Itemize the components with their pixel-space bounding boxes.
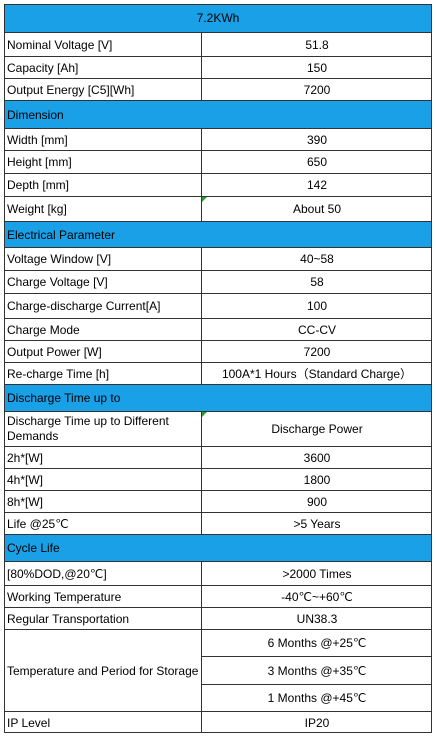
row-value: 142: [306, 178, 328, 192]
row-label: IP Level: [4, 712, 202, 733]
row-value: >5 Years: [293, 516, 341, 531]
row-label: Depth [mm]: [4, 174, 202, 196]
row-value: 1 Months @+45℃: [267, 691, 367, 705]
row-label: Voltage Window [V]: [4, 248, 202, 270]
section-title: Discharge Time up to: [7, 391, 121, 405]
row-label: Re-charge Time [h]: [4, 363, 202, 384]
row-value: 3 Months @+35℃: [267, 663, 367, 678]
table-title: 7.2KWh: [196, 11, 240, 25]
row-value: 100A*1 Hours（Standard Charge）: [221, 367, 413, 381]
row-label: Nominal Voltage [V]: [4, 33, 202, 56]
table-row[interactable]: 4h*[W] 1800: [4, 469, 432, 490]
table-row[interactable]: 8h*[W] 900: [4, 491, 432, 512]
section-title: Cycle Life: [7, 541, 60, 555]
row-label: Height [mm]: [4, 151, 202, 173]
row-label: 4h*[W]: [4, 469, 202, 490]
row-value: 1800: [303, 472, 331, 487]
table-row[interactable]: Output Power [W] 7200: [4, 341, 432, 362]
row-label: Output Power [W]: [4, 341, 202, 362]
row-label: Temperature and Period for Storage: [4, 630, 202, 711]
row-label: [80%DOD,@20℃]: [4, 562, 202, 585]
section-header-electrical[interactable]: Electrical Parameter: [4, 222, 432, 247]
row-label: 2h*[W]: [4, 447, 202, 468]
table-row[interactable]: Re-charge Time [h] 100A*1 Hours（Standard…: [4, 363, 432, 384]
row-label: Life @25℃: [4, 513, 202, 534]
row-label: Charge-discharge Current[A]: [4, 294, 202, 318]
row-value: IP20: [304, 715, 330, 730]
table-row[interactable]: Charge Mode CC-CV: [4, 319, 432, 340]
row-label: Weight [kg]: [4, 197, 202, 221]
row-label: Regular Transportation: [4, 608, 202, 629]
cell-marker-icon: [202, 197, 207, 202]
row-value: 7200: [303, 344, 331, 359]
table-row[interactable]: Life @25℃ >5 Years: [4, 513, 432, 534]
table-row[interactable]: Voltage Window [V] 40~58: [4, 248, 432, 270]
table-row[interactable]: Depth [mm] 142: [4, 174, 432, 196]
section-title: Dimension: [7, 107, 64, 122]
table-row[interactable]: [80%DOD,@20℃] >2000 Times: [4, 562, 432, 585]
row-label: Charge Voltage [V]: [4, 271, 202, 293]
row-value: Discharge Power: [271, 422, 363, 436]
table-row[interactable]: 2h*[W] 3600: [4, 447, 432, 468]
row-value: CC-CV: [298, 322, 336, 337]
table-title-row[interactable]: 7.2KWh: [4, 4, 432, 32]
table-row[interactable]: IP Level IP20: [4, 712, 432, 733]
table-row[interactable]: Working Temperature -40℃~+60℃: [4, 586, 432, 607]
row-value: 900: [306, 494, 328, 509]
row-value: 650: [306, 155, 328, 169]
row-label: Charge Mode: [4, 319, 202, 340]
row-value: 390: [306, 132, 328, 147]
row-value: >2000 Times: [282, 566, 352, 581]
row-value: 58: [310, 275, 324, 289]
table-row[interactable]: Discharge Time up to Different Demands D…: [4, 412, 432, 446]
row-value: 7200: [303, 82, 331, 97]
table-row[interactable]: Charge-discharge Current[A] 100: [4, 294, 432, 318]
row-label: 8h*[W]: [4, 491, 202, 512]
section-header-discharge[interactable]: Discharge Time up to: [4, 385, 432, 411]
table-row[interactable]: Weight [kg] About 50: [4, 197, 432, 221]
row-value: 150: [306, 60, 328, 75]
row-value: 40~58: [300, 252, 334, 266]
row-value: 3600: [303, 450, 331, 465]
table-row[interactable]: Nominal Voltage [V] 51.8: [4, 33, 432, 56]
row-value: 51.8: [305, 37, 329, 52]
row-label: Width [mm]: [4, 129, 202, 150]
section-header-dimension[interactable]: Dimension: [4, 101, 432, 128]
table-row[interactable]: Regular Transportation UN38.3: [4, 608, 432, 629]
row-value: 6 Months @+25℃: [267, 636, 367, 650]
table-row[interactable]: Charge Voltage [V] 58: [4, 271, 432, 293]
row-value: -40℃~+60℃: [281, 589, 353, 604]
row-label: Working Temperature: [4, 586, 202, 607]
table-row-storage[interactable]: Temperature and Period for Storage 6 Mon…: [4, 630, 432, 711]
row-value: About 50: [292, 202, 342, 216]
table-row[interactable]: Output Energy [C5][Wh] 7200: [4, 79, 432, 100]
row-value: 100: [306, 299, 328, 313]
cell-marker-icon: [202, 412, 207, 417]
row-label: Discharge Time up to Different Demands: [4, 412, 202, 446]
row-label: Capacity [Ah]: [4, 57, 202, 78]
table-row[interactable]: Capacity [Ah] 150: [4, 57, 432, 78]
table-row[interactable]: Height [mm] 650: [4, 151, 432, 173]
section-header-cycle-life[interactable]: Cycle Life: [4, 535, 432, 561]
row-label: Output Energy [C5][Wh]: [4, 79, 202, 100]
section-title: Electrical Parameter: [7, 227, 116, 242]
row-value: UN38.3: [296, 611, 338, 626]
table-row[interactable]: Width [mm] 390: [4, 129, 432, 150]
